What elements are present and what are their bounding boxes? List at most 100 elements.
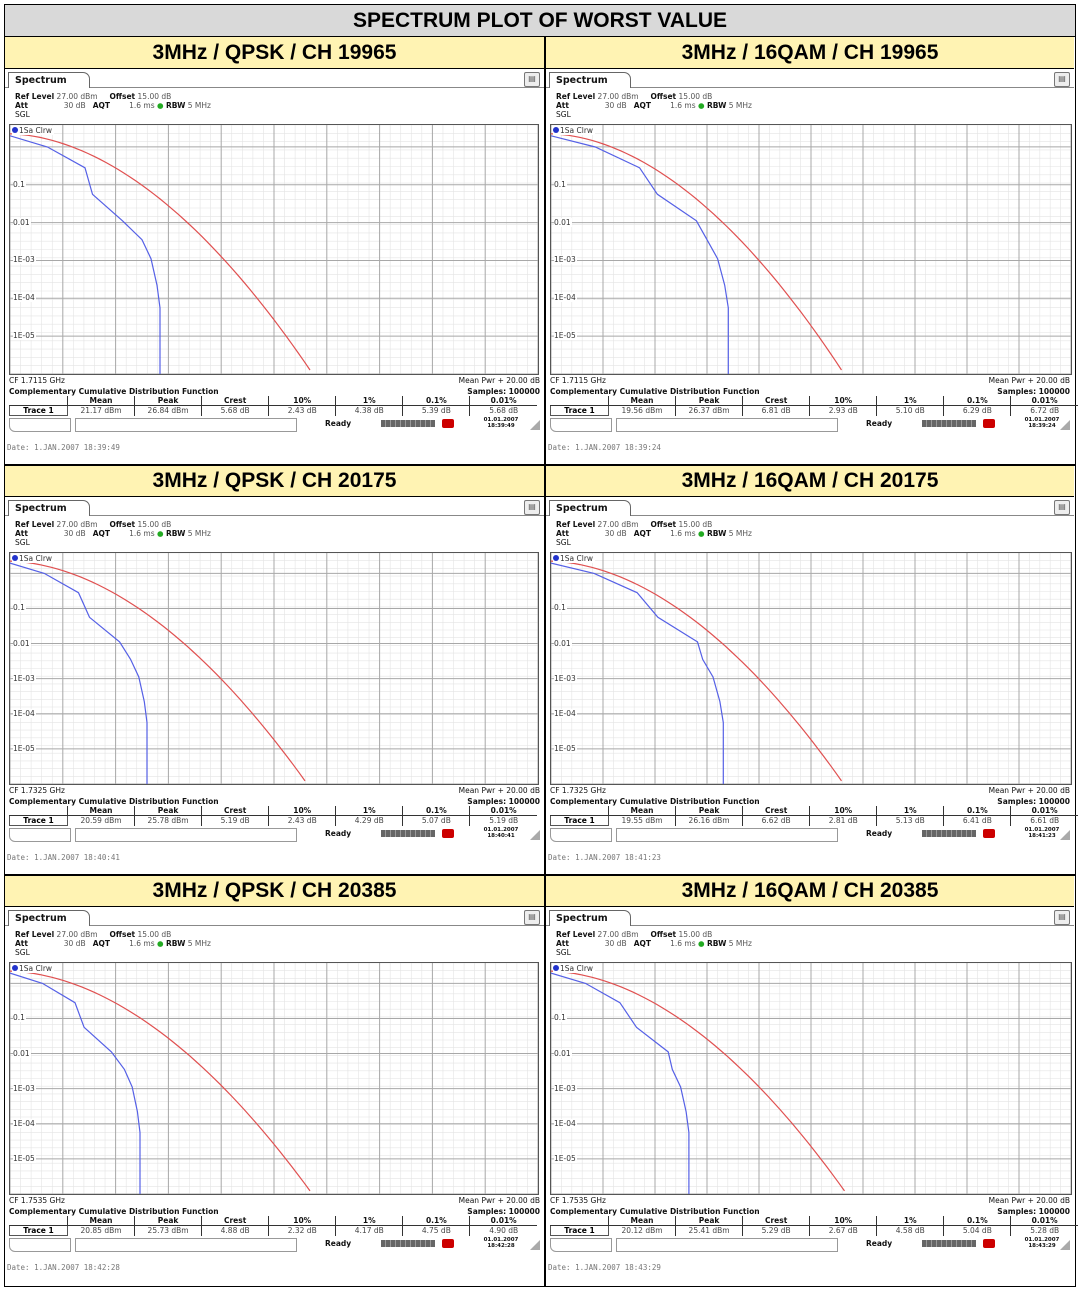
settings-line-2: Att 30 dB AQT 1.6 ms ● RBW 5 MHz	[556, 529, 752, 538]
settings-line-3: SGL	[15, 110, 30, 119]
ccdf-title: Complementary Cumulative Distribution Fu…	[9, 387, 219, 396]
y-tick-label: 0.01	[13, 217, 31, 227]
col-header-4: 1%	[876, 806, 944, 816]
value-4: 4.29 dB	[335, 815, 403, 826]
results-table: Mean Peak Crest 10% 1% 0.1% 0.01% Trace 1 19.55…	[550, 806, 1078, 826]
settings-icon[interactable]: ▤	[1054, 910, 1070, 925]
status-bar: Ready 01.01.2007 18:40:41	[9, 827, 540, 842]
results-value-row: Trace 1 21.17 dBm 26.84 dBm 5.68 dB 2.43 dB 4…	[9, 405, 537, 416]
value-0: 19.55 dBm	[607, 815, 676, 826]
col-header-5: 0.1%	[943, 806, 1011, 816]
trace-label: 1Sa Clrw	[553, 554, 596, 563]
tab-divider	[5, 515, 544, 516]
tab-spectrum[interactable]: Spectrum	[8, 72, 90, 88]
settings-line-3: SGL	[556, 538, 571, 547]
mean-power-label: Mean Pwr + 20.00 dB	[458, 786, 540, 795]
trace-1-button[interactable]: Trace 1	[9, 815, 68, 826]
plot-cell-3: 3MHz / QPSK / CH 20175 Spectrum ▤ Ref Le…	[5, 465, 544, 875]
ccdf-graph	[10, 963, 538, 1194]
value-4: 4.17 dB	[335, 1225, 403, 1236]
settings-icon[interactable]: ▤	[524, 910, 540, 925]
trace-1-button[interactable]: Trace 1	[550, 1225, 609, 1236]
col-header-2: Crest	[742, 806, 810, 816]
col-header-6: 0.01%	[469, 806, 537, 816]
plot-cell-6: 3MHz / 16QAM / CH 20385 Spectrum ▤ Ref L…	[546, 875, 1078, 1286]
measured-trace	[10, 135, 161, 374]
value-0: 21.17 dBm	[66, 405, 135, 416]
ccdf-plot: 1Sa Clrw 0.1 0.01 1E-03 1E-04 1E-05	[550, 552, 1072, 785]
measured-trace	[551, 562, 724, 784]
ready-status: Ready	[866, 1239, 893, 1248]
tab-spectrum[interactable]: Spectrum	[8, 500, 90, 516]
value-2: 4.88 dB	[201, 1225, 269, 1236]
status-bar: Ready 01.01.2007 18:43:29	[550, 1237, 1070, 1252]
results-value-row: Trace 1 20.85 dBm 25.73 dBm 4.88 dB 2.32 dB 4…	[9, 1225, 537, 1236]
settings-icon[interactable]: ▤	[1054, 500, 1070, 515]
col-header-4: 1%	[335, 806, 403, 816]
results-table: Mean Peak Crest 10% 1% 0.1% 0.01% Trace 1 20.85…	[9, 1216, 537, 1236]
tab-spectrum[interactable]: Spectrum	[549, 500, 631, 516]
ready-status: Ready	[325, 1239, 352, 1248]
col-header-4: 1%	[876, 396, 944, 406]
results-value-row: Trace 1 19.55 dBm 26.16 dBm 6.62 dB 2.81 dB 5…	[550, 815, 1078, 826]
mean-power-label: Mean Pwr + 20.00 dB	[988, 376, 1070, 385]
ccdf-graph	[551, 553, 1071, 784]
reference-trace	[551, 970, 845, 1192]
results-header-row: Mean Peak Crest 10% 1% 0.1% 0.01%	[9, 396, 537, 406]
settings-line-3: SGL	[15, 538, 30, 547]
reference-trace	[10, 560, 306, 782]
cf-row: CF 1.7535 GHz Mean Pwr + 20.00 dB	[9, 1196, 540, 1205]
trace-1-button[interactable]: Trace 1	[9, 405, 68, 416]
center-frequency: CF 1.7115 GHz	[550, 376, 606, 385]
ccdf-plot: 1Sa Clrw 0.1 0.01 1E-03 1E-04 1E-05	[9, 124, 539, 375]
cf-row: CF 1.7325 GHz Mean Pwr + 20.00 dB	[9, 786, 540, 795]
resize-corner-icon	[1060, 1240, 1070, 1250]
value-1: 26.16 dBm	[675, 815, 743, 826]
y-tick-label: 1E-04	[554, 293, 577, 303]
value-1: 26.84 dBm	[134, 405, 202, 416]
ccdf-title-row: Complementary Cumulative Distribution Fu…	[550, 797, 1070, 806]
value-6: 5.19 dB	[469, 815, 537, 826]
trace-1-button[interactable]: Trace 1	[550, 405, 609, 416]
value-3: 2.43 dB	[268, 405, 336, 416]
samples-label: Samples: 100000	[997, 797, 1070, 806]
ccdf-title-row: Complementary Cumulative Distribution Fu…	[9, 387, 540, 396]
instrument-datetime: 01.01.2007 18:43:29	[1024, 1237, 1060, 1249]
col-header-1: Peak	[675, 396, 743, 406]
reference-trace	[551, 560, 842, 782]
settings-icon[interactable]: ▤	[524, 500, 540, 515]
trace-1-button[interactable]: Trace 1	[9, 1225, 68, 1236]
y-tick-label: 0.1	[554, 1013, 567, 1023]
ccdf-plot: 1Sa Clrw 0.1 0.01 1E-03 1E-04 1E-05	[550, 124, 1072, 375]
status-field-message	[616, 828, 838, 842]
settings-line-2: Att 30 dB AQT 1.6 ms ● RBW 5 MHz	[15, 939, 211, 948]
col-header-0: Mean	[607, 806, 676, 816]
tab-spectrum[interactable]: Spectrum	[549, 910, 631, 926]
ccdf-title: Complementary Cumulative Distribution Fu…	[550, 1207, 760, 1216]
y-tick-label: 0.01	[13, 1048, 31, 1058]
y-tick-label: 0.01	[554, 217, 572, 227]
col-header-5: 0.1%	[402, 1216, 470, 1226]
col-header-5: 0.1%	[943, 396, 1011, 406]
trace-dot-icon	[553, 965, 559, 971]
capture-date: Date: 1.JAN.2007 18:41:23	[548, 853, 661, 862]
trace-label: 1Sa Clrw	[553, 126, 596, 135]
col-header-0: Mean	[66, 806, 135, 816]
col-header-3: 10%	[268, 396, 336, 406]
cell-heading: 3MHz / 16QAM / CH 20175	[546, 465, 1074, 497]
trace-1-button[interactable]: Trace 1	[550, 815, 609, 826]
y-tick-label: 0.01	[554, 638, 572, 648]
resize-corner-icon	[1060, 420, 1070, 430]
tab-divider	[546, 925, 1074, 926]
tab-spectrum[interactable]: Spectrum	[549, 72, 631, 88]
y-tick-label: 1E-03	[13, 673, 36, 683]
tab-divider	[546, 87, 1074, 88]
tab-spectrum[interactable]: Spectrum	[8, 910, 90, 926]
col-header-0: Mean	[66, 1216, 135, 1226]
settings-icon[interactable]: ▤	[524, 72, 540, 87]
settings-icon[interactable]: ▤	[1054, 72, 1070, 87]
results-header-row: Mean Peak Crest 10% 1% 0.1% 0.01%	[550, 1216, 1078, 1226]
rs-logo-icon	[983, 829, 995, 838]
trace-dot-icon	[12, 555, 18, 561]
settings-line-2: Att 30 dB AQT 1.6 ms ● RBW 5 MHz	[556, 101, 752, 110]
